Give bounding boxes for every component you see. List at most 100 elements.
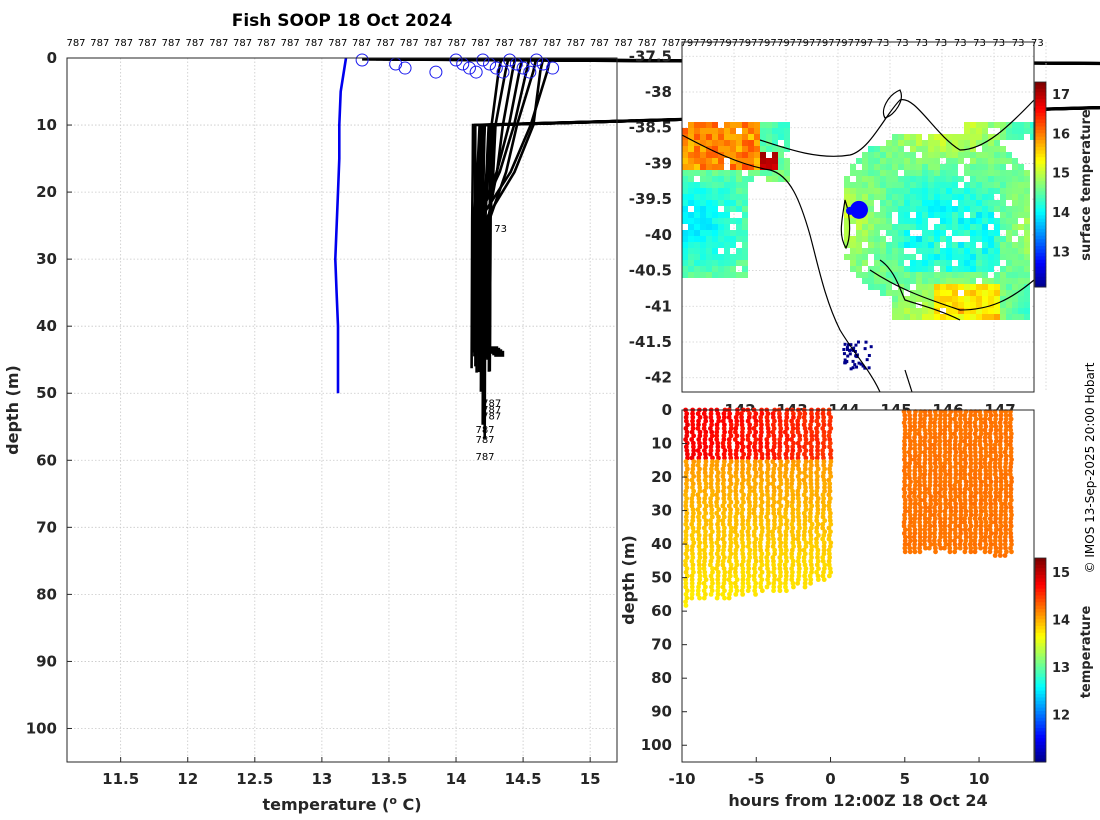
section-dot-1988 <box>1004 442 1009 448</box>
section-dot-1163 <box>827 429 832 435</box>
map-sst-cell-6 <box>730 122 736 128</box>
map-sst-cell-1000 <box>880 278 886 284</box>
map-sst-cell-1141 <box>904 314 910 320</box>
section-dot-553 <box>745 532 751 538</box>
map-sst-cell-1184 <box>845 347 849 351</box>
section-dot-294 <box>716 529 721 535</box>
section-dot-631 <box>757 448 763 453</box>
section-dot-1874 <box>987 460 993 466</box>
map-sst-cell-66 <box>748 134 754 140</box>
map-sst-cell-182 <box>754 152 760 158</box>
section-dot-2013 <box>1002 534 1008 540</box>
map-sst-cell-1099 <box>922 302 928 308</box>
section-dot-1812 <box>977 516 983 522</box>
map-sst-cell-501 <box>982 194 988 200</box>
map-sst-cell-563 <box>892 206 898 212</box>
section-dot-373 <box>726 437 732 442</box>
section-dot-1815 <box>978 527 984 533</box>
section-dot-1566 <box>947 468 953 474</box>
map-top-label-11: 73 <box>896 38 909 49</box>
section-dot-965 <box>795 580 801 586</box>
map-sst-cell-768 <box>1024 236 1030 242</box>
map-sst-cell-748 <box>874 236 880 242</box>
section-dot-2040 <box>1008 486 1014 492</box>
map-sst-cell-1092 <box>1012 296 1018 302</box>
section-dot-1635 <box>958 435 964 440</box>
section-dot-104 <box>689 591 695 597</box>
map-sst-cell-456 <box>964 188 970 194</box>
map-sst-cell-806 <box>1024 242 1030 248</box>
map-sst-cell-80 <box>940 134 946 140</box>
section-dot-1166 <box>827 440 833 446</box>
map-sst-cell-706 <box>736 230 742 236</box>
section-dot-1145 <box>820 536 826 542</box>
map-sst-cell-1038 <box>964 284 970 290</box>
section-dot-1562 <box>947 453 953 459</box>
section-dot-578 <box>752 440 758 446</box>
map-sst-cell-648 <box>952 218 958 224</box>
section-dot-1482 <box>937 438 943 444</box>
map-sst-cell-215 <box>712 158 718 164</box>
section-dot-870 <box>790 411 796 417</box>
section-dot-868 <box>784 588 789 594</box>
section-dot-1952 <box>997 457 1003 463</box>
map-colorbar-swatch-18 <box>1035 143 1046 148</box>
map-sst-cell-250 <box>1006 158 1012 164</box>
section-dot-821 <box>784 414 790 420</box>
map-sst-cell-474 <box>724 194 730 200</box>
section-dot-1309 <box>912 512 918 518</box>
section-dot-300 <box>714 551 720 557</box>
section-dot-382 <box>727 470 732 476</box>
map-sst-cell-1154 <box>982 314 988 320</box>
section-dot-1129 <box>821 477 827 483</box>
section-dot-656 <box>757 540 763 546</box>
map-sst-cell-495 <box>946 194 952 200</box>
section-dot-1774 <box>973 519 979 525</box>
section-dot-1524 <box>942 453 948 459</box>
section-dot-1025 <box>809 444 814 450</box>
map-colorbar-swatch-27 <box>1035 174 1046 179</box>
map-sst-cell-538 <box>970 200 976 206</box>
map-sst-cell-664 <box>712 224 718 230</box>
section-dot-1585 <box>947 538 953 544</box>
profile-top-label-20: 787 <box>542 38 561 49</box>
map-sst-cell-1022 <box>1018 278 1024 284</box>
map-sst-cell-310 <box>778 170 784 176</box>
section-dot-1323 <box>917 420 923 426</box>
map-sst-cell-849 <box>712 254 718 260</box>
section-ytick-label-7: 70 <box>651 636 672 654</box>
section-dot-262 <box>715 411 721 417</box>
section-dot-1092 <box>814 514 820 520</box>
section-dot-1494 <box>937 483 943 488</box>
section-dot-1329 <box>917 442 923 448</box>
map-sst-cell-896 <box>856 260 862 266</box>
section-dot-1507 <box>938 530 944 536</box>
section-dot-1693 <box>963 508 969 514</box>
section-dot-1171 <box>828 459 834 465</box>
section-dot-618 <box>752 588 758 594</box>
map-sst-cell-920 <box>1024 260 1030 266</box>
map-sst-cell-701 <box>706 230 712 236</box>
section-dot-1946 <box>998 435 1004 440</box>
map-colorbar-swatch-23 <box>1035 160 1046 165</box>
section-dot-1688 <box>962 490 968 496</box>
section-dot-1168 <box>828 448 834 453</box>
section-dot-226 <box>709 466 714 472</box>
map-sst-cell-515 <box>724 200 730 206</box>
map-sst-cell-78 <box>928 134 934 140</box>
map-sst-cell-316 <box>874 170 880 176</box>
map-sst-cell-1062 <box>970 290 976 296</box>
section-dot-722 <box>772 418 777 424</box>
map-sst-cell-351 <box>766 176 772 182</box>
section-dot-337 <box>721 496 727 501</box>
section-dot-73 <box>689 477 695 483</box>
section-dot-71 <box>690 470 695 476</box>
map-sst-cell-971 <box>868 272 874 278</box>
section-dot-1861 <box>988 412 994 418</box>
section-dot-1451 <box>932 468 938 474</box>
section-dot-1484 <box>937 446 943 451</box>
profile-cast-cluster-mark-3 <box>494 350 505 357</box>
section-dot-1828 <box>982 435 988 440</box>
section-dot-1679 <box>962 457 968 463</box>
section-dot-229 <box>709 477 714 483</box>
